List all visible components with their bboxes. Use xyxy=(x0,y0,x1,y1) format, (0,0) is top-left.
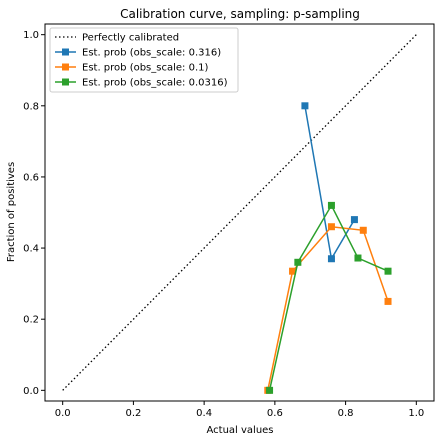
series-line-1 xyxy=(267,225,389,391)
y-tick-label-3: 0.6 xyxy=(23,172,39,183)
series-2-point-2 xyxy=(327,201,335,209)
series-1-point-3 xyxy=(359,226,367,234)
series-1-point-1 xyxy=(289,267,297,275)
x-axis: 0.0 0.2 0.4 0.6 0.8 1.0 xyxy=(55,401,424,419)
plot-frame xyxy=(44,23,435,402)
series-0-point-0 xyxy=(301,102,309,110)
legend-label-0: Perfectly calibrated xyxy=(82,33,179,44)
y-tick-label-0: 0.0 xyxy=(23,386,39,397)
series-2-point-3 xyxy=(354,254,362,262)
legend-label-2: Est. prob (obs_scale: 0.1) xyxy=(82,63,208,74)
y-axis: 0.0 0.2 0.4 0.6 0.8 1.0 xyxy=(23,30,45,397)
series-1-point-2 xyxy=(327,223,335,231)
x-tick-label-5: 1.0 xyxy=(408,408,424,419)
series-0-point-1 xyxy=(327,255,335,263)
legend-label-1: Est. prob (obs_scale: 0.316) xyxy=(82,48,221,59)
legend-swatch-marker-3 xyxy=(62,78,69,86)
plot-area xyxy=(62,34,417,394)
series-2-point-1 xyxy=(294,258,302,266)
y-tick-label-2: 0.4 xyxy=(23,244,39,255)
x-tick-label-3: 0.6 xyxy=(267,408,283,419)
y-tick-label-4: 0.8 xyxy=(23,101,39,112)
series-1-point-4 xyxy=(384,297,392,305)
x-axis-label: Actual values xyxy=(206,425,273,436)
series-0-point-2 xyxy=(350,216,358,224)
y-tick-label-5: 1.0 xyxy=(23,30,39,41)
chart-title: Calibration curve, sampling: p-sampling xyxy=(120,7,360,21)
series-2-point-0 xyxy=(266,386,274,394)
legend-label-3: Est. prob (obs_scale: 0.0316) xyxy=(82,78,228,89)
legend-swatch-marker-1 xyxy=(62,48,69,56)
legend-box xyxy=(49,27,239,93)
series-2-point-4 xyxy=(384,267,392,275)
legend-swatch-marker-2 xyxy=(62,63,69,71)
x-tick-label-4: 0.8 xyxy=(338,408,354,419)
x-tick-label-1: 0.2 xyxy=(125,408,141,419)
y-axis-label: Fraction of positives xyxy=(6,162,17,262)
y-tick-label-1: 0.2 xyxy=(23,315,39,326)
x-tick-label-0: 0.0 xyxy=(55,408,71,419)
legend: Perfectly calibrated Est. prob (obs_scale… xyxy=(49,27,239,93)
x-tick-label-2: 0.4 xyxy=(196,408,212,419)
